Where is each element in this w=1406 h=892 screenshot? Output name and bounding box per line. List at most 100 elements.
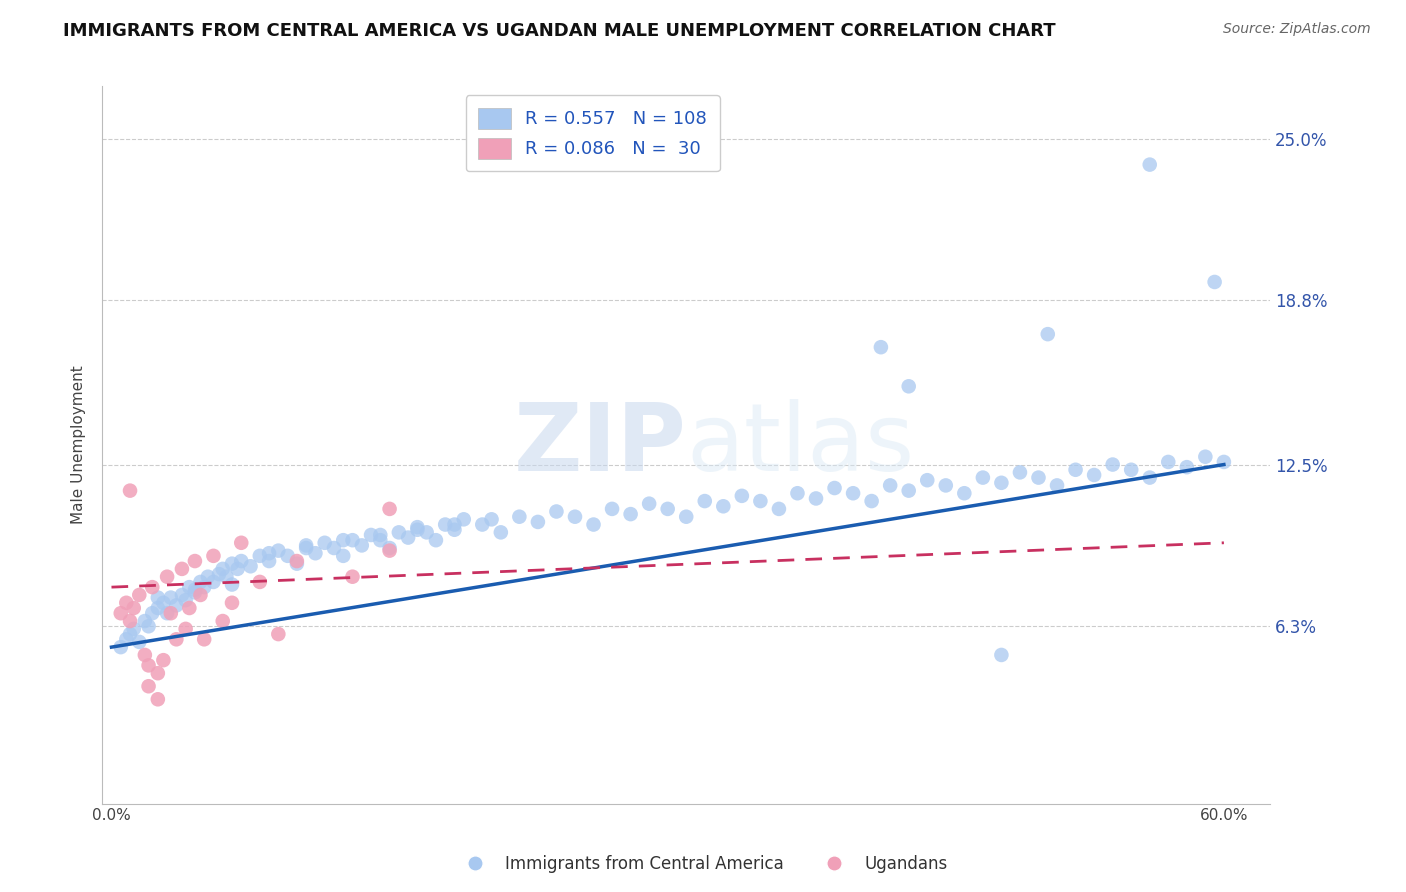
Point [972, 470, 994, 484]
Point [118, 614, 141, 628]
Point [860, 494, 883, 508]
Point [786, 486, 808, 500]
Point [388, 525, 411, 540]
Point [211, 562, 233, 576]
Point [128, 635, 150, 649]
Point [257, 546, 280, 560]
Point [152, 596, 174, 610]
Point [638, 497, 661, 511]
Point [184, 585, 207, 599]
Point [443, 517, 465, 532]
Point [711, 500, 734, 514]
Point [396, 531, 419, 545]
Point [1008, 466, 1031, 480]
Point [110, 640, 132, 654]
Point [179, 580, 201, 594]
Point [146, 591, 169, 605]
Point [600, 502, 623, 516]
Legend: R = 0.557   N = 108, R = 0.086   N =  30: R = 0.557 N = 108, R = 0.086 N = 30 [465, 95, 720, 171]
Point [215, 570, 238, 584]
Point [1157, 455, 1180, 469]
Point [1139, 158, 1161, 172]
Point [1139, 470, 1161, 484]
Point [221, 557, 243, 571]
Point [953, 486, 976, 500]
Point [1194, 450, 1216, 464]
Point [138, 658, 160, 673]
Point [314, 536, 336, 550]
Point [342, 533, 364, 548]
Point [110, 606, 132, 620]
Point [138, 619, 160, 633]
Text: IMMIGRANTS FROM CENTRAL AMERICA VS UGANDAN MALE UNEMPLOYMENT CORRELATION CHART: IMMIGRANTS FROM CENTRAL AMERICA VS UGAND… [63, 22, 1056, 40]
Y-axis label: Male Unemployment: Male Unemployment [72, 366, 86, 524]
Point [190, 574, 212, 589]
Point [226, 562, 249, 576]
Point [239, 559, 262, 574]
Point [693, 494, 716, 508]
Point [190, 588, 212, 602]
Point [434, 517, 457, 532]
Point [118, 483, 141, 498]
Point [897, 379, 920, 393]
Point [165, 599, 187, 613]
Point [221, 577, 243, 591]
Point [897, 483, 920, 498]
Point [134, 648, 156, 662]
Point [1101, 458, 1123, 472]
Point [138, 679, 160, 693]
Point [471, 517, 494, 532]
Point [842, 486, 865, 500]
Point [368, 528, 391, 542]
Point [146, 692, 169, 706]
Point [115, 632, 138, 647]
Point [990, 648, 1012, 662]
Point [1064, 463, 1087, 477]
Point [122, 601, 145, 615]
Point [768, 502, 790, 516]
Point [202, 574, 225, 589]
Point [249, 574, 271, 589]
Point [257, 554, 280, 568]
Point [184, 582, 207, 597]
Text: Source: ZipAtlas.com: Source: ZipAtlas.com [1223, 22, 1371, 37]
Point [1212, 455, 1234, 469]
Point [146, 601, 169, 615]
Point [231, 554, 253, 568]
Point [277, 549, 299, 563]
Point [368, 533, 391, 548]
Point [1121, 463, 1143, 477]
Point [582, 517, 605, 532]
Point [489, 525, 512, 540]
Point [184, 554, 207, 568]
Point [453, 512, 475, 526]
Point [425, 533, 447, 548]
Point [295, 541, 318, 555]
Point [267, 543, 290, 558]
Point [249, 549, 271, 563]
Point [134, 614, 156, 628]
Point [267, 627, 290, 641]
Point [749, 494, 772, 508]
Point [1175, 460, 1198, 475]
Point [350, 538, 373, 552]
Point [141, 606, 163, 620]
Point [508, 509, 530, 524]
Point [1036, 327, 1059, 342]
Point [527, 515, 550, 529]
Point [546, 504, 568, 518]
Point [118, 627, 141, 641]
Point [332, 533, 354, 548]
Point [165, 632, 187, 647]
Text: ZIP: ZIP [513, 399, 686, 491]
Point [323, 541, 346, 555]
Point [159, 591, 181, 605]
Point [295, 538, 318, 552]
Point [824, 481, 846, 495]
Point [231, 536, 253, 550]
Point [870, 340, 893, 354]
Point [378, 543, 401, 558]
Point [332, 549, 354, 563]
Point [406, 523, 429, 537]
Point [1083, 467, 1105, 482]
